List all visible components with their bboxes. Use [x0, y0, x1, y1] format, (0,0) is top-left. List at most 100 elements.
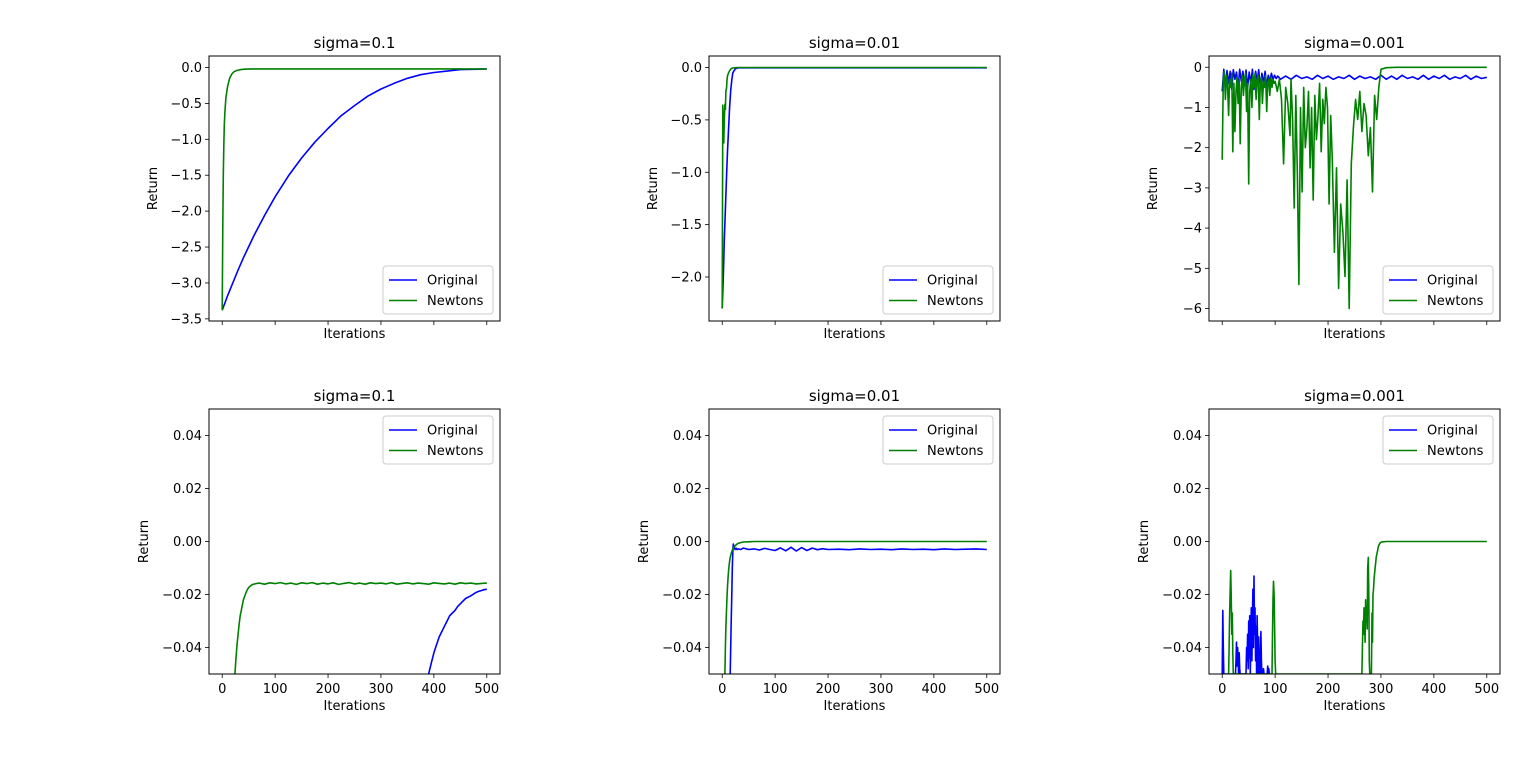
- x-tick-label: 400: [1421, 682, 1446, 697]
- series-line-original: [427, 588, 487, 674]
- y-tick-label: −0.02: [662, 588, 702, 603]
- y-tick-label: −0.04: [162, 641, 202, 656]
- series-group: [1221, 66, 1487, 310]
- x-tick-label: 200: [1316, 682, 1341, 697]
- legend-label-newtons: Newtons: [927, 444, 984, 459]
- y-tick-label: −2.0: [670, 271, 702, 286]
- legend-box: [882, 265, 994, 315]
- y-tick-label: −1.0: [170, 133, 202, 148]
- subplot-title: sigma=0.001: [1304, 387, 1405, 405]
- y-tick-label: −0.5: [170, 97, 202, 112]
- subplot-1: 0.0 −0.5 −1.0 −1.5 −2.0 −2.5 −3.0 −3.5 sigma=0.1…: [146, 34, 501, 342]
- x-tick-label: 200: [816, 682, 841, 697]
- y-tick-label: −1.5: [670, 218, 702, 233]
- legend-label-newtons: Newtons: [1427, 294, 1484, 309]
- y-tick-label: 0.00: [673, 535, 702, 550]
- y-tick-label: −0.04: [1162, 641, 1202, 656]
- series-group: [1221, 540, 1487, 674]
- y-tick-label: −3: [1183, 181, 1202, 196]
- x-axis-label: Iterations: [824, 327, 886, 342]
- y-tick-label: 0.02: [1173, 482, 1202, 497]
- y-tick-label: −6: [1183, 302, 1202, 317]
- axes-frame: [1208, 55, 1501, 322]
- x-axis-label: Iterations: [324, 327, 386, 342]
- y-tick-label: 0.00: [1173, 535, 1202, 550]
- y-tick-label: −3.5: [170, 312, 202, 327]
- x-tick-label: 100: [763, 682, 788, 697]
- y-tick-label: −0.02: [1162, 588, 1202, 603]
- series-line-newtons: [221, 68, 487, 311]
- y-tick-label: −2.5: [170, 241, 202, 256]
- legend: Original Newtons: [382, 415, 494, 465]
- y-tick-label: 0.02: [173, 482, 202, 497]
- legend-label-original: Original: [927, 424, 978, 439]
- y-tick-label: −1.0: [670, 166, 702, 181]
- legend: Original Newtons: [382, 265, 494, 315]
- x-tick-label: 500: [474, 682, 499, 697]
- series-line-original: [729, 543, 987, 674]
- series-group: [724, 540, 987, 674]
- y-tick-label: 0.0: [181, 61, 202, 76]
- legend-box: [1382, 265, 1494, 315]
- series-line-newtons: [1227, 540, 1487, 674]
- y-axis-label: Return: [1146, 167, 1161, 210]
- y-tick-label: −0.5: [670, 113, 702, 128]
- subplot-title: sigma=0.1: [314, 34, 396, 52]
- subplot-title: sigma=0.001: [1304, 34, 1405, 52]
- legend: Original Newtons: [882, 415, 994, 465]
- y-tick-label: −3.0: [170, 276, 202, 291]
- y-tick-label: −1.5: [170, 169, 202, 184]
- series-line-newtons: [234, 581, 487, 674]
- y-tick-label: −1: [1183, 101, 1202, 116]
- x-axis-label: Iterations: [1324, 699, 1386, 714]
- legend-label-newtons: Newtons: [1427, 444, 1484, 459]
- y-tick-label: −5: [1183, 262, 1202, 277]
- legend: Original Newtons: [1382, 265, 1494, 315]
- subplot-5: 0 100 200 300 400 500 0.04 0.02 0.00 −0.02 −0.04 si…: [637, 387, 1001, 714]
- x-tick-label: 500: [974, 682, 999, 697]
- legend-box: [882, 415, 994, 465]
- x-tick-label: 0: [1218, 682, 1226, 697]
- x-tick-label: 300: [369, 682, 394, 697]
- subplot-3: 0 −1 −2 −3 −4 −5 −6 sigma=0.001 Iterations Return…: [1146, 34, 1501, 342]
- y-tick-label: −0.04: [662, 641, 702, 656]
- subplot-4: 0 100 200 300 400 500 0.04 0.02 0.00 −0.02 −0.04 si…: [137, 387, 501, 714]
- x-tick-label: 0: [718, 682, 726, 697]
- y-axis-label: Return: [637, 520, 652, 563]
- axes-frame: [208, 55, 501, 322]
- x-tick-label: 200: [316, 682, 341, 697]
- x-tick-label: 0: [218, 682, 226, 697]
- series-line-original: [221, 68, 487, 311]
- y-tick-label: −2: [1183, 141, 1202, 156]
- x-axis-label: Iterations: [1324, 327, 1386, 342]
- legend: Original Newtons: [1382, 415, 1494, 465]
- x-tick-label: 300: [869, 682, 894, 697]
- legend-label-original: Original: [927, 274, 978, 289]
- x-tick-label: 400: [921, 682, 946, 697]
- y-tick-label: −4: [1183, 222, 1202, 237]
- y-axis-label: Return: [137, 520, 152, 563]
- legend-label-original: Original: [1427, 274, 1478, 289]
- legend: Original Newtons: [882, 265, 994, 315]
- legend-box: [382, 265, 494, 315]
- y-tick-label: 0.04: [173, 429, 202, 444]
- series-line-newtons: [724, 540, 987, 674]
- series-group: [234, 581, 487, 674]
- x-axis-label: Iterations: [324, 699, 386, 714]
- legend-box: [1382, 415, 1494, 465]
- legend-label-newtons: Newtons: [927, 294, 984, 309]
- x-tick-label: 100: [263, 682, 288, 697]
- series-line-newtons: [1221, 66, 1487, 310]
- y-tick-label: −0.02: [162, 588, 202, 603]
- x-tick-label: 100: [1263, 682, 1288, 697]
- y-tick-label: 0.04: [1173, 429, 1202, 444]
- legend-label-newtons: Newtons: [427, 294, 484, 309]
- series-line-original: [1221, 575, 1271, 674]
- legend-label-original: Original: [427, 424, 478, 439]
- subplot-2: 0.0 −0.5 −1.0 −1.5 −2.0 sigma=0.01 Iterations R…: [646, 34, 1001, 342]
- x-tick-label: 300: [1369, 682, 1394, 697]
- subplot-title: sigma=0.01: [809, 387, 900, 405]
- y-tick-label: −2.0: [170, 205, 202, 220]
- y-tick-label: 0.04: [673, 429, 702, 444]
